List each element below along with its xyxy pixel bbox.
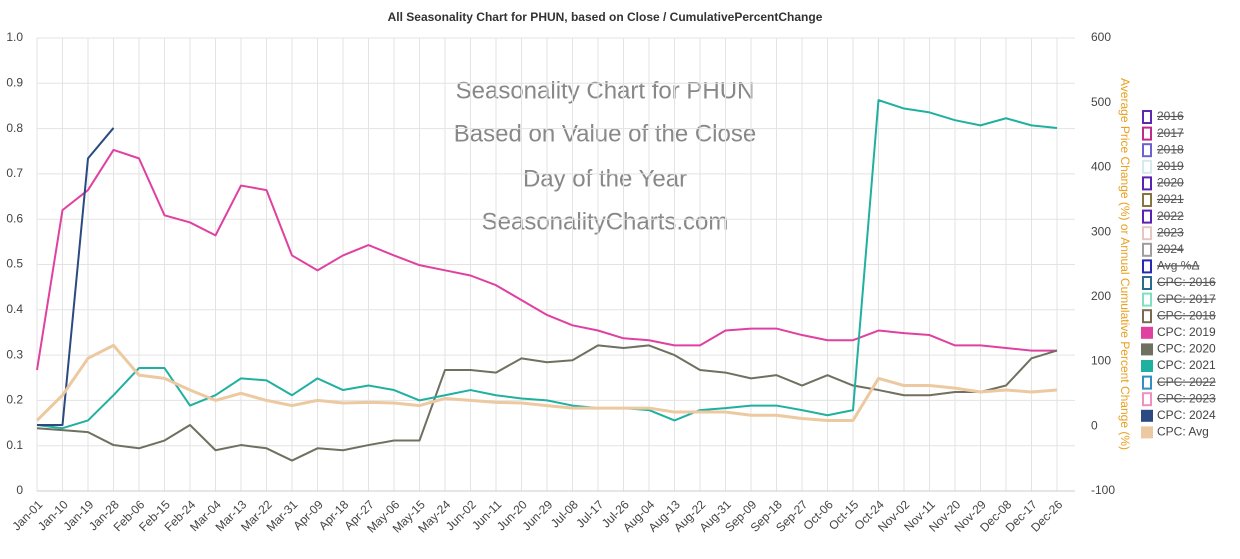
y-tick-label: 0.7 — [6, 166, 23, 180]
legend-label[interactable]: 2016 — [1157, 109, 1184, 123]
x-tick-label: Jul-08 — [548, 497, 581, 530]
legend-label[interactable]: 2021 — [1157, 192, 1184, 206]
legend-label[interactable]: CPC: 2018 — [1157, 308, 1216, 322]
watermark: Day of the Year — [523, 165, 687, 192]
legend-label[interactable]: CPC: 2016 — [1157, 275, 1216, 289]
legend-label[interactable]: CPC: 2023 — [1157, 391, 1216, 405]
y2-tick-label: 100 — [1091, 354, 1111, 368]
legend-swatch[interactable] — [1141, 343, 1153, 356]
legend-label[interactable]: 2022 — [1157, 209, 1184, 223]
y-tick-label: 0.4 — [6, 302, 23, 316]
series-line — [35, 343, 1058, 422]
legend-swatch[interactable] — [1142, 259, 1152, 274]
watermark: Based on Value of the Close — [454, 120, 756, 147]
y-tick-label: 0.3 — [6, 347, 23, 361]
watermark: SeasonalityCharts.com — [482, 208, 729, 235]
legend-swatch[interactable] — [1142, 226, 1152, 241]
legend-swatch[interactable] — [1142, 209, 1152, 224]
legend-label[interactable]: CPC: 2021 — [1157, 358, 1216, 372]
legend-swatch[interactable] — [1142, 309, 1152, 324]
legend-label[interactable]: Avg %Δ — [1157, 259, 1199, 273]
series-line — [37, 127, 115, 426]
legend-swatch[interactable] — [1142, 143, 1152, 158]
legend-swatch[interactable] — [1142, 126, 1152, 141]
y2-axis-title: Average Price Change (%) or Annual Cumul… — [1118, 78, 1132, 450]
series-line — [36, 99, 1058, 430]
legend-label[interactable]: 2018 — [1157, 142, 1184, 156]
y-tick-label: 0.6 — [6, 211, 23, 225]
legend-swatch[interactable] — [1141, 326, 1153, 339]
legend-swatch[interactable] — [1141, 409, 1153, 422]
y-tick-label: 0.9 — [6, 75, 23, 89]
legend-swatch[interactable] — [1141, 426, 1153, 439]
y2-tick-label: 200 — [1091, 289, 1111, 303]
legend-swatch[interactable] — [1142, 276, 1152, 290]
legend-label[interactable]: 2020 — [1157, 176, 1184, 190]
legend-swatch[interactable] — [1142, 159, 1152, 174]
y-tick-label: 0.5 — [6, 257, 23, 271]
legend-swatch[interactable] — [1142, 110, 1152, 124]
y2-tick-label: 0 — [1091, 418, 1098, 432]
watermark: Seasonality Chart for PHUN — [456, 77, 755, 104]
legend-swatch[interactable] — [1142, 392, 1152, 407]
legend-label[interactable]: 2017 — [1157, 126, 1184, 140]
y2-tick-label: 300 — [1091, 224, 1111, 238]
legend-swatch[interactable] — [1142, 176, 1152, 191]
legend-label[interactable]: 2019 — [1157, 159, 1184, 173]
y2-tick-label: 500 — [1091, 95, 1111, 109]
legend-label[interactable]: CPC: Avg — [1157, 425, 1209, 439]
legend-label[interactable]: CPC: 2024 — [1157, 408, 1216, 422]
legend-swatch[interactable] — [1142, 292, 1152, 307]
legend-swatch[interactable] — [1142, 242, 1152, 257]
legend-label[interactable]: CPC: 2017 — [1157, 292, 1216, 306]
legend-label[interactable]: CPC: 2022 — [1157, 375, 1216, 389]
legend-label[interactable]: CPC: 2020 — [1157, 342, 1216, 356]
series-line — [36, 344, 1058, 462]
y-tick-label: 1.0 — [6, 30, 23, 44]
series-line — [36, 148, 1057, 371]
y-tick-label: 0.2 — [6, 393, 23, 407]
y-tick-label: 0 — [16, 483, 23, 497]
y2-tick-label: 600 — [1091, 30, 1111, 44]
legend-swatch[interactable] — [1142, 193, 1152, 207]
legend-swatch[interactable] — [1141, 360, 1153, 372]
y2-tick-label: -100 — [1091, 483, 1115, 497]
x-tick-label: Jul-17 — [573, 497, 606, 530]
legend-swatch[interactable] — [1142, 375, 1152, 390]
legend-label[interactable]: 2024 — [1157, 242, 1184, 256]
y-tick-label: 0.1 — [6, 438, 23, 452]
legend-label[interactable]: CPC: 2019 — [1157, 325, 1216, 339]
y-tick-label: 0.8 — [6, 121, 23, 135]
chart-title: All Seasonality Chart for PHUN, based on… — [388, 10, 823, 24]
legend-label[interactable]: 2023 — [1157, 225, 1184, 239]
y2-tick-label: 400 — [1091, 160, 1111, 174]
